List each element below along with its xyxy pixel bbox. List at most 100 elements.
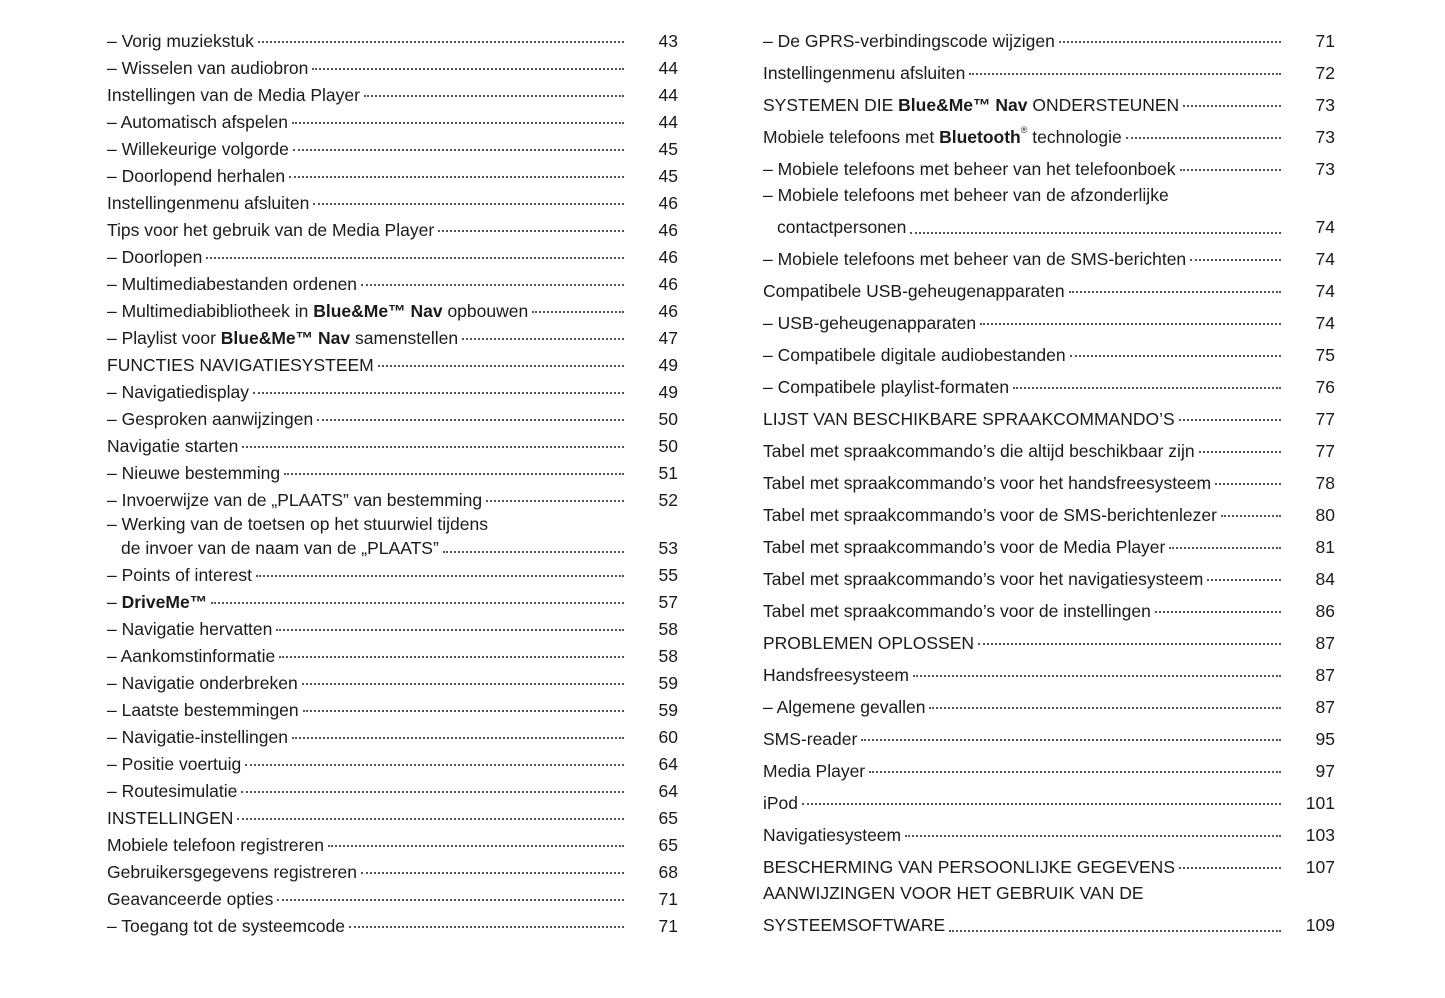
toc-entry[interactable]: Tabel met spraakcommando’s voor het navi… (763, 563, 1335, 595)
toc-entry[interactable]: – Navigatiedisplay 49 (107, 379, 678, 406)
toc-entry[interactable]: – Navigatie onderbreken 59 (107, 670, 678, 697)
toc-entry[interactable]: – Navigatie-instellingen 60 (107, 724, 678, 751)
toc-entry[interactable]: – Vorig muziekstuk 43 (107, 28, 678, 55)
toc-entry[interactable]: Gebruikersgegevens registreren 68 (107, 859, 678, 886)
toc-entry[interactable]: Tabel met spraakcommando’s voor het hand… (763, 467, 1335, 499)
toc-entry[interactable]: – Wisselen van audiobron 44 (107, 55, 678, 82)
toc-entry[interactable]: – De GPRS-verbindingscode wijzigen 71 (763, 25, 1335, 57)
page-number: 72 (1315, 62, 1335, 83)
toc-entry[interactable]: Media Player 97 (763, 755, 1335, 787)
toc-entry-title: Tips voor het gebruik van de Media Playe… (107, 220, 434, 241)
toc-entry-line: SYSTEMEN DIE Blue&Me™ Nav ONDERSTEUNEN 73 (763, 95, 1335, 116)
toc-entry[interactable]: Mobiele telefoon registreren 65 (107, 832, 678, 859)
dot-leader (1215, 482, 1281, 485)
toc-entry[interactable]: – Aankomstinformatie 58 (107, 643, 678, 670)
page-number: 50 (658, 436, 678, 456)
toc-entry[interactable]: Tabel met spraakcommando’s voor de inste… (763, 595, 1335, 627)
toc-entry[interactable]: PROBLEMEN OPLOSSEN 87 (763, 627, 1335, 659)
toc-entry-title: – De GPRS-verbindingscode wijzigen (763, 31, 1055, 52)
toc-entry[interactable]: Compatibele USB-geheugenapparaten 74 (763, 275, 1335, 307)
toc-entry-title: – Wisselen van audiobron (107, 58, 308, 79)
toc-entry[interactable]: – Werking van de toetsen op het stuurwie… (107, 514, 678, 562)
toc-entry-title: – Compatibele digitale audiobestanden (763, 345, 1066, 366)
toc-entry-line: – Doorlopen 46 (107, 247, 678, 268)
dot-leader (363, 95, 624, 97)
toc-entry[interactable]: – Doorlopen 46 (107, 244, 678, 271)
toc-entry[interactable]: SMS-reader 95 (763, 723, 1335, 755)
toc-entry[interactable]: Mobiele telefoons met Bluetooth® technol… (763, 121, 1335, 153)
toc-entry[interactable]: Handsfreesysteem 87 (763, 659, 1335, 691)
toc-entry[interactable]: Geavanceerde opties 71 (107, 886, 678, 913)
toc-entry[interactable]: – Playlist voor Blue&Me™ Nav samenstelle… (107, 325, 678, 352)
toc-entry[interactable]: – Invoerwijze van de „PLAATS” van bestem… (107, 487, 678, 514)
toc-entry[interactable]: – Toegang tot de systeemcode 71 (107, 913, 678, 940)
toc-entry[interactable]: Navigatiesysteem 103 (763, 819, 1335, 851)
page-number: 78 (1315, 472, 1335, 493)
toc-entry[interactable]: – Mobiele telefoons met beheer van het t… (763, 153, 1335, 185)
toc-entry[interactable]: Instellingenmenu afsluiten 46 (107, 190, 678, 217)
dot-leader (802, 802, 1281, 805)
toc-entry[interactable]: Instellingenmenu afsluiten 72 (763, 57, 1335, 89)
toc-entry-title: – Algemene gevallen (763, 697, 925, 718)
toc-entry-line: Instellingenmenu afsluiten 72 (763, 63, 1335, 84)
page-number: 46 (658, 193, 678, 213)
toc-entry[interactable]: – Multimediabibliotheek in Blue&Me™ Nav … (107, 298, 678, 325)
toc-entry[interactable]: – Doorlopend herhalen 45 (107, 163, 678, 190)
title-segment: – Willekeurige volgorde (107, 139, 289, 159)
toc-entry[interactable]: Tabel met spraakcommando’s voor de Media… (763, 531, 1335, 563)
toc-entry[interactable]: Tabel met spraakcommando’s voor de SMS-b… (763, 499, 1335, 531)
toc-entry[interactable]: – Points of interest 55 (107, 562, 678, 589)
toc-entry-line: FUNCTIES NAVIGATIESYSTEEM 49 (107, 355, 678, 376)
toc-entry-line: Tabel met spraakcommando’s voor de Media… (763, 537, 1335, 558)
toc-entry[interactable]: – Positie voertuig 64 (107, 751, 678, 778)
toc-entry[interactable]: – DriveMe™ 57 (107, 589, 678, 616)
title-segment: de invoer van de naam van de „PLAATS” (121, 538, 439, 558)
toc-entry[interactable]: – Gesproken aanwijzingen 50 (107, 406, 678, 433)
page-number: 87 (1315, 664, 1335, 685)
toc-entry[interactable]: AANWIJZINGEN VOOR HET GEBRUIK VAN DE SYST… (763, 883, 1335, 941)
toc-entry[interactable]: – Automatisch afspelen 44 (107, 109, 678, 136)
toc-entry[interactable]: FUNCTIES NAVIGATIESYSTEEM 49 (107, 352, 678, 379)
toc-entry[interactable]: Tips voor het gebruik van de Media Playe… (107, 217, 678, 244)
toc-entry[interactable]: Navigatie starten 50 (107, 433, 678, 460)
toc-entry[interactable]: – Navigatie hervatten 58 (107, 616, 678, 643)
title-segment: – Navigatie-instellingen (107, 727, 288, 747)
toc-entry[interactable]: – Compatibele digitale audiobestanden 75 (763, 339, 1335, 371)
toc-entry-line: Tabel met spraakcommando’s die altijd be… (763, 441, 1335, 462)
toc-entry[interactable]: – Routesimulatie 64 (107, 778, 678, 805)
page-number: 46 (658, 247, 678, 267)
title-segment: – Invoerwijze van de „PLAATS” van bestem… (107, 490, 483, 510)
toc-entry[interactable]: – Laatste bestemmingen 59 (107, 697, 678, 724)
title-segment: – Routesimulatie (107, 781, 238, 801)
dot-leader (1190, 258, 1281, 261)
page-number: 43 (658, 31, 678, 51)
page-number: 64 (658, 754, 678, 774)
toc-entry[interactable]: – Nieuwe bestemming 51 (107, 460, 678, 487)
toc-entry-title: Gebruikersgegevens registreren (107, 862, 357, 883)
toc-entry-line: de invoer van de naam van de „PLAATS” 53 (107, 535, 678, 562)
toc-entry-title: Tabel met spraakcommando’s die altijd be… (763, 441, 1195, 462)
toc-entry[interactable]: BESCHERMING VAN PERSOONLIJKE GEGEVENS 107 (763, 851, 1335, 883)
page-number: 74 (1315, 248, 1335, 269)
toc-entry[interactable]: – Willekeurige volgorde 45 (107, 136, 678, 163)
dot-leader (237, 818, 624, 820)
page-number: 60 (658, 727, 678, 747)
toc-entry-line: – Nieuwe bestemming 51 (107, 463, 678, 484)
toc-entry[interactable]: – Compatibele playlist-formaten 76 (763, 371, 1335, 403)
toc-entry[interactable]: – Mobiele telefoons met beheer van de SM… (763, 243, 1335, 275)
toc-entry-title: – Invoerwijze van de „PLAATS” van bestem… (107, 490, 482, 511)
toc-entry[interactable]: SYSTEMEN DIE Blue&Me™ Nav ONDERSTEUNEN 73 (763, 89, 1335, 121)
dot-leader (302, 710, 624, 712)
toc-entry[interactable]: LIJST VAN BESCHIKBARE SPRAAKCOMMANDO’S 77 (763, 403, 1335, 435)
toc-entry[interactable]: Instellingen van de Media Player 44 (107, 82, 678, 109)
dot-leader (245, 764, 624, 766)
page-number: 44 (658, 85, 678, 105)
toc-entry[interactable]: – Multimediabestanden ordenen 46 (107, 271, 678, 298)
toc-entry-line: – Navigatie-instellingen 60 (107, 727, 678, 748)
toc-entry[interactable]: INSTELLINGEN 65 (107, 805, 678, 832)
toc-entry[interactable]: – Algemene gevallen 87 (763, 691, 1335, 723)
toc-entry[interactable]: iPod 101 (763, 787, 1335, 819)
toc-entry[interactable]: – USB-geheugenapparaten 74 (763, 307, 1335, 339)
toc-entry[interactable]: – Mobiele telefoons met beheer van de af… (763, 185, 1335, 243)
toc-entry[interactable]: Tabel met spraakcommando’s die altijd be… (763, 435, 1335, 467)
